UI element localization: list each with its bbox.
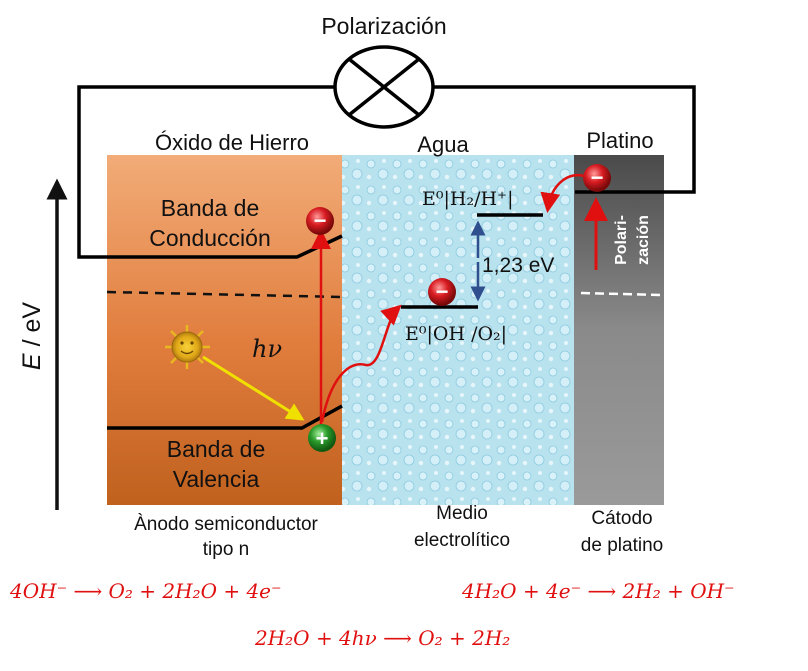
cathode-region — [574, 155, 664, 505]
photon-arrow — [202, 355, 305, 421]
hole-valence-icon: + — [308, 424, 336, 452]
photon-label: hν — [252, 335, 282, 363]
anode-equation: 4OH⁻ ⟶ O₂ + 2H₂O + 4e⁻ — [9, 579, 282, 603]
electron-conduction-icon: − — [306, 207, 334, 235]
water-title: Agua — [417, 132, 469, 157]
anode-region — [107, 155, 342, 505]
overall-equation: 2H₂O + 4hν ⟶ O₂ + 2H₂ — [254, 626, 510, 650]
hole-sign: + — [316, 426, 329, 451]
energy-axis-label: E / eV — [18, 302, 46, 370]
oxidation-path — [320, 304, 402, 423]
reduction-path — [540, 173, 585, 213]
electron-water-icon: − — [428, 278, 456, 306]
cathode-title: Platino — [586, 128, 653, 153]
anode-caption-2: tipo n — [203, 539, 249, 560]
cathode-polarization-label-1: Polari- — [613, 215, 630, 265]
water-caption-1: Medio — [436, 503, 488, 524]
polarization-title: Polarización — [321, 13, 446, 39]
water-caption-2: electrolítico — [414, 530, 510, 551]
electron-sign: − — [314, 208, 327, 233]
conduction-band-label-1: Banda de — [161, 195, 259, 221]
anode-title: Óxido de Hierro — [155, 130, 309, 155]
electron-sign: − — [591, 165, 604, 190]
circuit-wire-right — [434, 85, 696, 194]
valence-band-label-1: Banda de — [167, 436, 265, 462]
cathode-caption-2: de platino — [581, 535, 663, 556]
valence-band-label-2: Valencia — [173, 466, 260, 492]
energy-axis-symbol: E — [18, 353, 46, 370]
polarization-source-icon — [333, 45, 435, 129]
energy-axis-unit: / eV — [18, 302, 46, 347]
anode-caption-1: Ànodo semiconductor — [134, 514, 318, 535]
cathode-caption-1: Cátodo — [591, 508, 652, 529]
sun-icon — [165, 325, 210, 369]
cathode-polarization-label-2: zación — [635, 215, 652, 265]
electron-sign: − — [436, 279, 449, 304]
h2-potential-label: E⁰|H₂/H⁺| — [422, 188, 513, 210]
electron-cathode-icon: − — [583, 164, 611, 192]
conduction-band-label-2: Conducción — [149, 225, 270, 251]
gap-label: 1,23 eV — [482, 254, 554, 277]
cathode-equation: 4H₂O + 4e⁻ ⟶ 2H₂ + OH⁻ — [461, 579, 735, 603]
valence-band-edge — [107, 404, 343, 430]
oh-potential-label: E⁰|OH /O₂| — [405, 323, 507, 345]
fermi-level-dashed — [106, 290, 343, 299]
circuit-wire-left — [77, 85, 343, 259]
